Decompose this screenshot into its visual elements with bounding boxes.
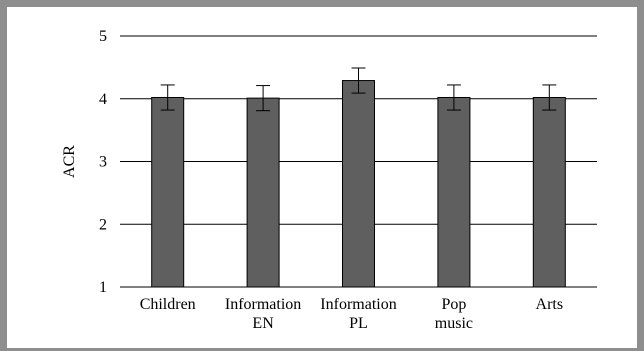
error-bar bbox=[256, 85, 271, 112]
x-tick-label: Arts bbox=[536, 296, 564, 313]
bar bbox=[342, 80, 375, 288]
bar bbox=[246, 97, 280, 288]
error-bar bbox=[446, 84, 461, 111]
y-axis-label: ACR bbox=[61, 145, 78, 178]
x-tick-label: PL bbox=[349, 315, 368, 332]
bar bbox=[151, 96, 185, 288]
bars bbox=[151, 80, 566, 288]
x-tick-labels: Children Information EN Information PL Pop mus… bbox=[140, 296, 563, 332]
bar bbox=[437, 96, 471, 288]
y-tick-label: 1 bbox=[99, 279, 107, 296]
error-bar bbox=[160, 84, 175, 111]
x-tick-label: Pop bbox=[441, 296, 466, 313]
y-tick-label: 4 bbox=[99, 91, 107, 108]
y-tick-label: 2 bbox=[99, 216, 107, 233]
y-tick-label: 3 bbox=[99, 154, 107, 171]
x-tick-label: Information bbox=[225, 296, 301, 313]
x-tick-label: Children bbox=[140, 296, 196, 313]
x-tick-label: music bbox=[435, 315, 473, 332]
y-tick-labels: 1 2 3 4 5 bbox=[99, 28, 107, 296]
x-tick-label: EN bbox=[252, 315, 274, 332]
x-tick-label: Information bbox=[320, 296, 396, 313]
y-tick-label: 5 bbox=[99, 28, 107, 45]
error-bar bbox=[351, 67, 366, 94]
error-bar bbox=[542, 84, 557, 111]
error-bars bbox=[160, 67, 557, 112]
bar bbox=[532, 96, 566, 288]
